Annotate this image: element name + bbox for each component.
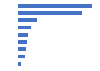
- Bar: [18, 47, 26, 51]
- Bar: [18, 26, 31, 29]
- Bar: [18, 18, 37, 22]
- Bar: [18, 33, 28, 37]
- Bar: [18, 55, 25, 58]
- Bar: [18, 40, 27, 44]
- Bar: [18, 4, 92, 8]
- Bar: [18, 62, 21, 66]
- Bar: [18, 11, 82, 15]
